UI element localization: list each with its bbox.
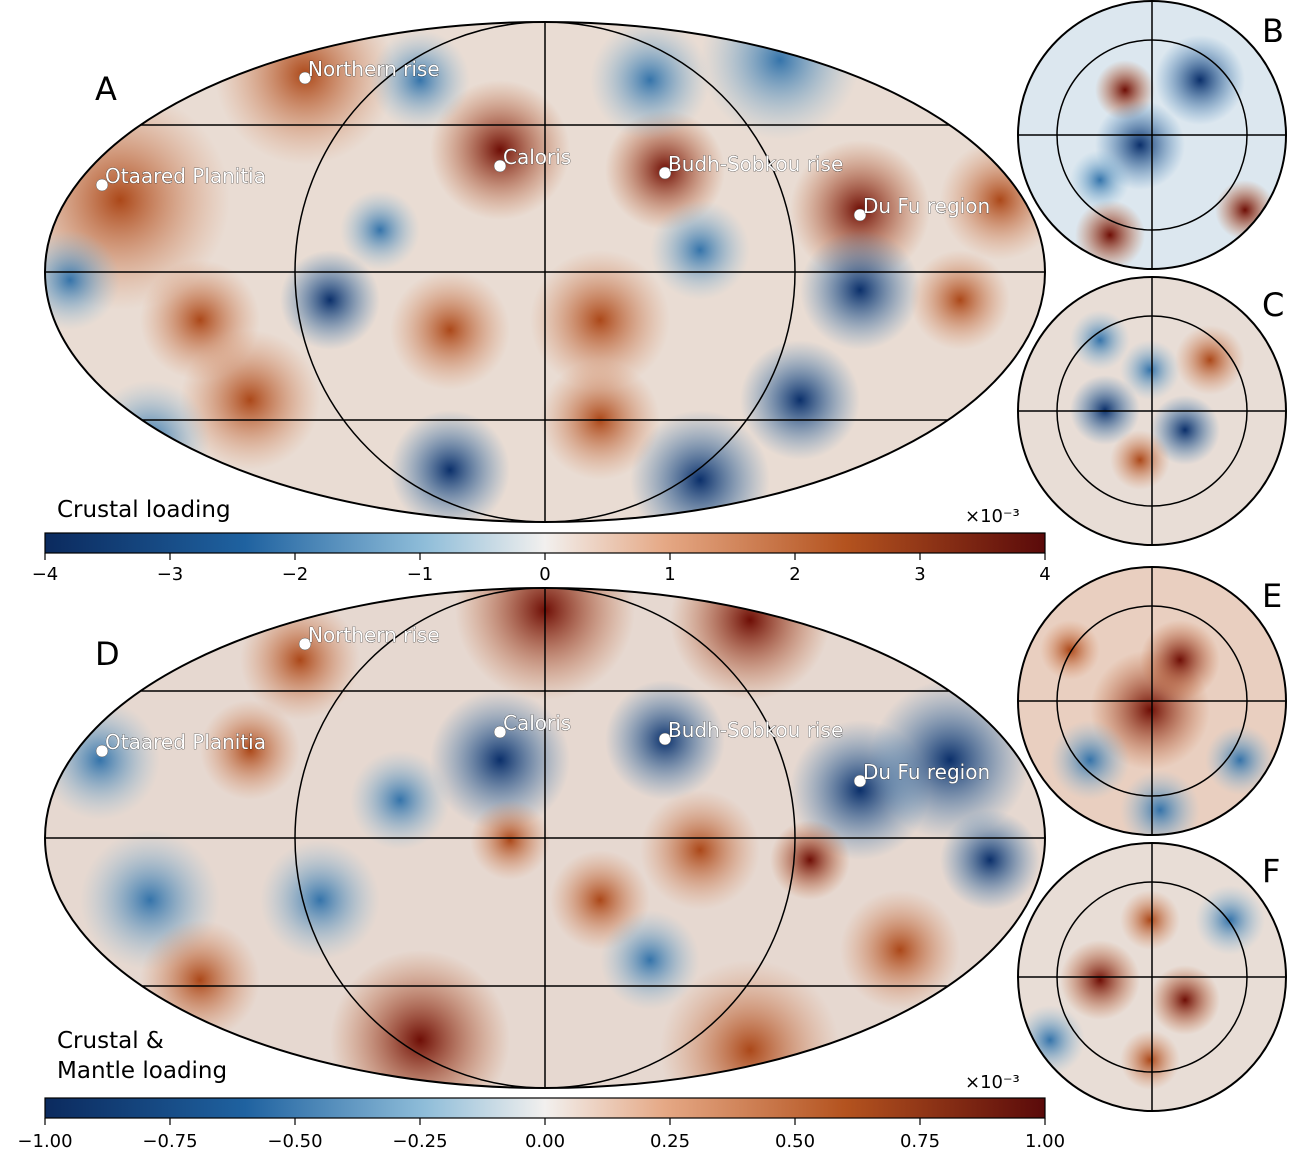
colorbar-tick-label: 1.00 [1025,1131,1065,1152]
feature-label: Northern rise [308,57,440,81]
polar-map-f [1017,842,1287,1112]
colorbar-tick-label: 0 [539,564,550,585]
feature-label: Caloris [503,711,571,735]
colorbar-bottom [44,1097,1046,1125]
panel-label-f: F [1262,852,1280,890]
colorbar-top-multiplier: ×10⁻³ [965,506,1020,527]
colorbar-tick-label: −2 [282,564,309,585]
colorbar-tick-label: 0.50 [775,1131,815,1152]
colorbar-tick-label: 1 [664,564,675,585]
feature-marker [853,208,867,222]
feature-label: Otaared Planitia [105,730,266,754]
polar-map-e [1017,566,1287,836]
polar-map-c [1017,276,1287,546]
polar-map-b [1017,0,1287,270]
feature-marker [95,178,109,192]
feature-label: Du Fu region [863,194,990,218]
feature-marker [298,637,312,651]
colorbar-tick-label: 4 [1039,564,1050,585]
feature-label: Du Fu region [863,760,990,784]
map-outline [44,21,1046,523]
panel-title-d-line2: Mantle loading [57,1058,227,1084]
colorbar-tick-label: −1 [407,564,434,585]
panel-title-d-line1: Crustal & [57,1028,164,1054]
panel-label-a: A [95,70,117,108]
feature-marker [658,732,672,746]
colorbar-tick-label: −4 [32,564,59,585]
colorbar-tick-label: −3 [157,564,184,585]
feature-marker [853,774,867,788]
panel-label-b: B [1262,12,1284,50]
feature-marker [298,71,312,85]
panel-label-c: C [1262,286,1284,324]
feature-marker [493,159,507,173]
feature-marker [658,166,672,180]
panel-label-e: E [1262,577,1282,615]
colorbar-top [44,532,1046,560]
feature-marker [95,744,109,758]
colorbar-tick-label: −0.25 [392,1131,447,1152]
map-outline [44,587,1046,1089]
colorbar-bottom-multiplier: ×10⁻³ [965,1072,1020,1093]
colorbar-tick-label: 3 [914,564,925,585]
map-crustal-mantle-loading [44,587,1046,1089]
map-crustal-loading [44,21,1046,523]
feature-label: Otaared Planitia [105,164,266,188]
colorbar-tick-label: 0.75 [900,1131,940,1152]
feature-label: Budh-Sobkou rise [668,718,843,742]
feature-label: Northern rise [308,623,440,647]
colorbar-tick-label: 0.00 [525,1131,565,1152]
panel-label-d: D [95,635,120,673]
feature-marker [493,725,507,739]
colorbar-tick-label: 0.25 [650,1131,690,1152]
colorbar-tick-label: −0.75 [142,1131,197,1152]
panel-title-a: Crustal loading [57,497,231,523]
colorbar-tick-label: 2 [789,564,800,585]
feature-label: Caloris [503,145,571,169]
colorbar-tick-label: −1.00 [17,1131,72,1152]
colorbar-tick-label: −0.50 [267,1131,322,1152]
feature-label: Budh-Sobkou rise [668,152,843,176]
